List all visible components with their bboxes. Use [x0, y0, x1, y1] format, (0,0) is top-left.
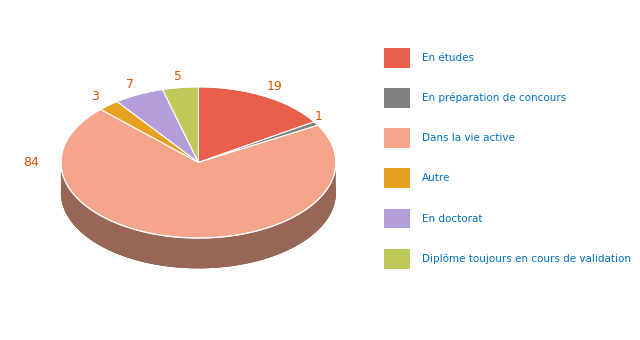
Text: 7: 7 — [126, 78, 134, 90]
Text: En doctorat: En doctorat — [422, 214, 483, 223]
Polygon shape — [198, 87, 314, 163]
Polygon shape — [61, 117, 336, 268]
Polygon shape — [61, 193, 336, 268]
Polygon shape — [100, 102, 198, 163]
Text: 5: 5 — [173, 70, 182, 83]
FancyBboxPatch shape — [384, 168, 410, 188]
Text: En études: En études — [422, 53, 474, 63]
Text: 3: 3 — [91, 90, 99, 103]
Text: 84: 84 — [23, 156, 38, 169]
Polygon shape — [61, 163, 336, 268]
FancyBboxPatch shape — [384, 88, 410, 108]
FancyBboxPatch shape — [384, 48, 410, 68]
Text: En préparation de concours: En préparation de concours — [422, 93, 566, 103]
Text: 1: 1 — [315, 110, 323, 123]
Text: Dans la vie active: Dans la vie active — [422, 133, 515, 143]
FancyBboxPatch shape — [384, 128, 410, 148]
FancyBboxPatch shape — [384, 249, 410, 269]
FancyBboxPatch shape — [384, 208, 410, 228]
Polygon shape — [163, 87, 198, 163]
Polygon shape — [117, 89, 198, 163]
Polygon shape — [198, 122, 318, 163]
Polygon shape — [61, 109, 336, 238]
Text: Autre: Autre — [422, 173, 451, 183]
Text: Diplôme toujours en cours de validation: Diplôme toujours en cours de validation — [422, 253, 632, 264]
Text: 19: 19 — [266, 80, 282, 93]
